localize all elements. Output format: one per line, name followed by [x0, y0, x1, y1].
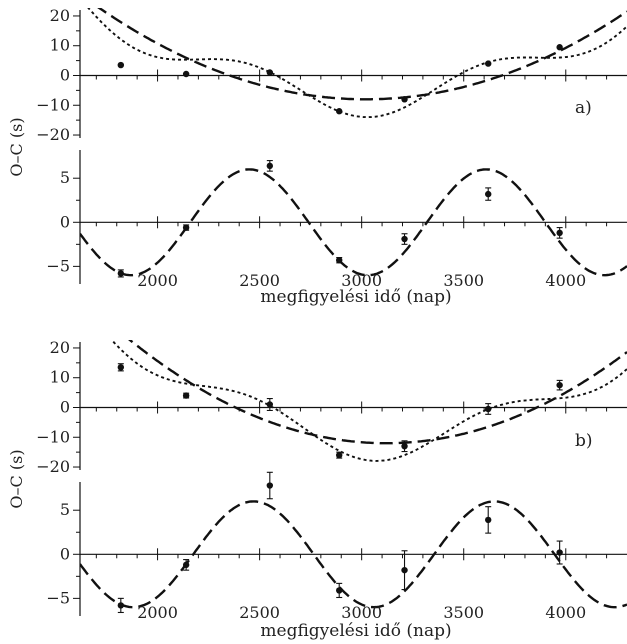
y-tick-label: 0: [60, 212, 70, 231]
combined-fit-curve: [87, 8, 627, 119]
quadratic-fit-curve: [97, 8, 627, 101]
data-point: [117, 270, 125, 277]
panel-a: −20 −10 0 10 20 −5 0 5 2000 2500 3000 3500 4000 megfi…: [7, 6, 627, 307]
data-point: [182, 70, 190, 78]
y-tick-label: 10: [50, 36, 70, 55]
y-tick-label: 0: [60, 65, 70, 84]
y-tick-label: −5: [46, 256, 70, 275]
quadratic-fit-curve: [128, 340, 627, 445]
x-tick-label: 2000: [137, 271, 178, 290]
x-tick-label: 2000: [137, 603, 178, 622]
data-point: [266, 69, 274, 76]
y-tick-label: −20: [36, 125, 70, 144]
data-point: [485, 516, 492, 524]
x-tick-label: 3500: [443, 603, 484, 622]
y-tick-label: −20: [36, 457, 70, 476]
y-tick-label: 20: [50, 338, 70, 357]
x-tick-label: 3500: [443, 271, 484, 290]
panel-label: b): [575, 431, 593, 451]
data-point: [117, 61, 125, 69]
data-point: [401, 566, 408, 574]
data-point: [485, 190, 492, 198]
data-point: [401, 96, 408, 103]
data-point: [556, 229, 563, 237]
data-point: [336, 256, 343, 264]
sine-fit-curve: [80, 168, 627, 277]
data-point: [117, 602, 125, 609]
y-tick-label: −10: [36, 95, 70, 114]
data-point: [182, 224, 190, 231]
data-point: [336, 108, 343, 115]
x-tick-label: 3000: [341, 603, 382, 622]
data-point: [485, 60, 492, 67]
y-tick-label: 0: [60, 544, 70, 563]
y-tick-label: 5: [60, 168, 70, 187]
x-tick-label: 2500: [239, 603, 280, 622]
data-point: [182, 392, 190, 399]
y-tick-label: 0: [60, 397, 70, 416]
y-tick-label: 10: [50, 368, 70, 387]
y-tick-label: −5: [46, 588, 70, 607]
x-tick-label: 4000: [545, 603, 586, 622]
x-axis-label: megfigyelési idő (nap): [260, 621, 451, 641]
data-point: [182, 561, 190, 569]
data-point: [336, 587, 343, 594]
data-point: [401, 442, 408, 450]
x-tick-label: 3000: [341, 271, 382, 290]
x-tick-label: 4000: [545, 271, 586, 290]
data-point: [266, 162, 274, 170]
x-tick-label: 2500: [239, 271, 280, 290]
data-point: [117, 364, 125, 371]
data-point: [556, 381, 563, 389]
data-point: [556, 44, 563, 51]
y-axis-label: O–C (s): [7, 449, 26, 508]
combined-fit-curve: [110, 340, 627, 462]
data-point: [401, 235, 408, 243]
data-point: [556, 549, 563, 556]
panel-label: a): [575, 98, 592, 118]
data-point: [485, 405, 492, 413]
x-axis-label: megfigyelési idő (nap): [260, 287, 451, 307]
y-tick-label: −10: [36, 427, 70, 446]
y-tick-label: 5: [60, 500, 70, 519]
data-point: [266, 401, 274, 408]
y-axis-label: O–C (s): [7, 117, 26, 176]
data-point: [266, 482, 274, 489]
y-tick-label: 20: [50, 6, 70, 25]
data-point: [336, 451, 343, 459]
sine-fit-curve: [80, 500, 627, 609]
panel-b: −20 −10 0 10 20 −5 0 5 2000 2500 3000 3500 4000 megfi…: [7, 338, 627, 641]
